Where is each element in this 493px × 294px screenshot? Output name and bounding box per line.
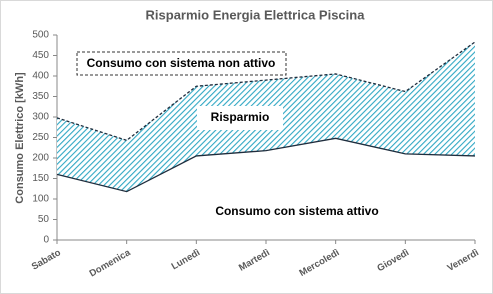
y-tick-label: 500 — [32, 30, 49, 41]
chart-title: Risparmio Energia Elettrica Piscina — [146, 7, 366, 22]
y-tick-label: 350 — [32, 91, 49, 102]
y-tick-label: 0 — [43, 235, 49, 246]
annotation-box — [197, 106, 283, 130]
y-axis-title: Consumo Elettrico [kWh] — [14, 72, 26, 204]
annotation-box — [76, 51, 287, 76]
y-tick-label: 50 — [38, 214, 50, 225]
annotation: Consumo con sistema attivo — [215, 204, 378, 218]
y-tick-label: 100 — [32, 194, 49, 205]
series-line — [56, 137, 476, 193]
series-line — [56, 41, 476, 142]
y-tick-label: 300 — [32, 112, 49, 123]
annotation: Risparmio — [211, 110, 270, 124]
y-tick-label: 450 — [32, 50, 49, 61]
y-tick-label: 200 — [32, 153, 49, 164]
y-tick-label: 250 — [32, 132, 49, 143]
annotation: Consumo con sistema non attivo — [87, 56, 276, 70]
y-tick-label: 400 — [32, 71, 49, 82]
y-tick-label: 150 — [32, 173, 49, 184]
